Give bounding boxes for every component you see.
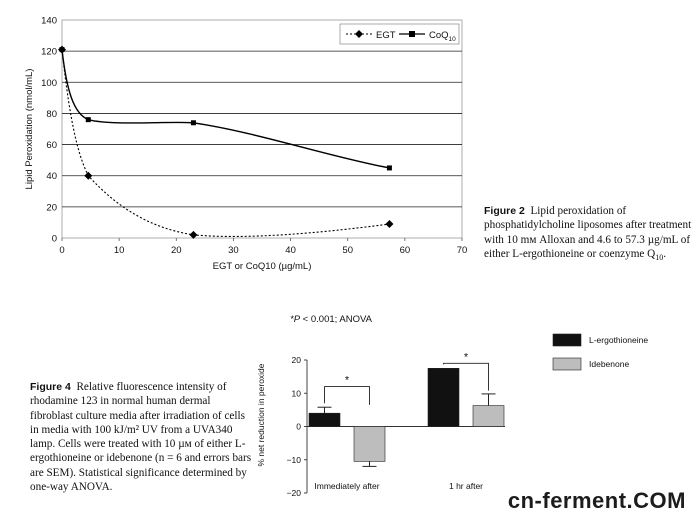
y-tick-label: 0 [296, 422, 301, 432]
y-tick-label: 20 [46, 202, 57, 213]
x-tick-label: 30 [228, 245, 239, 256]
y-tick-label: 20 [292, 355, 302, 365]
legend-diamond-marker [355, 30, 363, 38]
figure4-label: Figure 4 [30, 381, 71, 393]
legend-egt-label: EGT [376, 30, 396, 41]
y-tick-label: 60 [46, 140, 57, 151]
chart-legend: L-ergothioneine Idebenone [552, 333, 648, 371]
coq10-data-point [190, 120, 196, 126]
bar-l-ergothioneine [308, 412, 341, 427]
legend-swatch [552, 357, 582, 371]
category-label: 1 hr after [449, 481, 483, 491]
significance-bracket [324, 386, 370, 405]
site-watermark: cn-ferment.COM [507, 488, 686, 513]
x-tick-label: 60 [400, 245, 411, 256]
gridlines [62, 50, 462, 208]
category-labels: Immediately after 1 hr after [314, 481, 483, 491]
x-tick-label: 10 [114, 245, 125, 256]
x-tick-labels: 0 10 20 30 40 50 60 70 [59, 238, 467, 256]
figure2-caption: Figure 2 Lipid peroxidation of phosphati… [484, 204, 694, 265]
egt-series-line [61, 49, 390, 237]
coq10-data-point [59, 47, 65, 53]
chart-legend: EGT CoQ10 [339, 23, 460, 45]
y-axis-label: % net reduction in peroxide [256, 363, 266, 466]
y-axis-label: Lipid Peroxidation (nmol/mL) [24, 69, 35, 190]
bar-l-ergothioneine [427, 368, 460, 427]
significance-bracket [443, 362, 489, 391]
x-tick-label: 40 [285, 245, 296, 256]
figure4-caption: Figure 4 Relative fluorescence intensity… [30, 380, 252, 494]
y-tick-label: 140 [41, 16, 57, 27]
egt-data-point [189, 230, 198, 239]
coq10-data-point [386, 165, 392, 171]
y-tick-label: −10 [287, 455, 302, 465]
y-tick-label: −20 [287, 488, 302, 498]
coq10-series-line [61, 49, 390, 169]
figure2-caption-sub: 10 [655, 253, 664, 263]
y-tick-labels: 0 20 40 60 80 100 120 140 [41, 16, 57, 245]
x-tick-label: 70 [457, 245, 468, 256]
y-tick-label: 0 [52, 234, 57, 245]
y-tick-label: 120 [41, 47, 57, 58]
figure2-line-chart: 0 20 40 60 80 100 120 140 0 10 20 30 40 50 60 70 Lipid… [24, 16, 467, 273]
legend-swatch [552, 333, 582, 347]
bars: ** [308, 351, 505, 467]
figure2-label: Figure 2 [484, 205, 525, 217]
category-label: Immediately after [314, 481, 379, 491]
figure4-caption-text: Relative fluorescence intensity of rhoda… [30, 381, 252, 494]
plot-area [61, 19, 463, 239]
legend-label: Idebenone [589, 359, 629, 369]
series-lines [58, 45, 394, 239]
bar-idebenone [353, 426, 386, 462]
x-tick-label: 20 [171, 245, 182, 256]
y-tick-label: 80 [46, 109, 57, 120]
figure2-caption-text: Lipid peroxidation of phosphatidylcholin… [484, 205, 692, 260]
y-tick-label: 40 [46, 171, 57, 182]
y-tick-label: 10 [292, 388, 302, 398]
significance-star: * [464, 351, 469, 363]
legend-square-marker [409, 31, 415, 37]
x-axis-label: EGT or CoQ10 (µg/mL) [213, 261, 312, 272]
significance-star: * [345, 375, 350, 387]
coq10-data-point [85, 117, 91, 123]
figure4-bar-chart: *P < 0.001; ANOVA % net reduction in per… [256, 314, 648, 498]
x-tick-label: 0 [59, 245, 64, 256]
y-tick-label: 100 [41, 78, 57, 89]
bar-idebenone [472, 405, 505, 427]
x-tick-label: 50 [342, 245, 353, 256]
egt-data-point [385, 219, 394, 228]
legend-label: L-ergothioneine [589, 335, 648, 345]
egt-data-point [84, 171, 93, 180]
figure2-caption-end: . [663, 247, 667, 260]
legend-coq-label: CoQ10 [429, 30, 456, 43]
significance-annotation: *P < 0.001; ANOVA [290, 314, 373, 325]
